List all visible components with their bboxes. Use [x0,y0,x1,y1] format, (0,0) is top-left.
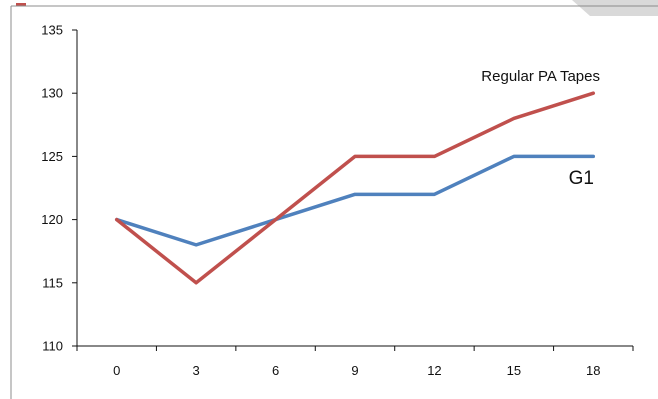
y-tick-label: 115 [42,275,63,290]
series-lines [114,91,596,285]
x-tick-label: 15 [507,363,521,378]
y-tick-label: 110 [42,339,63,354]
corner-accent [16,3,26,6]
x-tick-label: 3 [193,363,200,378]
series-label-g1: G1 [569,168,594,189]
y-tick-label: 120 [41,212,63,227]
y-axis-ticks: 110 115 120 125 130 135 [41,23,77,354]
x-tick-label: 12 [427,363,441,378]
y-tick-label: 125 [41,149,63,164]
x-tick-label: 6 [272,363,279,378]
y-tick-label: 135 [41,23,63,38]
series-line-regular-pa-tapes [114,91,596,285]
series-line-g1 [114,154,596,247]
x-axis-ticks: 0 3 6 9 12 15 18 [76,346,634,378]
x-tick-label: 9 [351,363,358,378]
corner-shade [572,0,658,16]
y-tick-label: 130 [41,86,63,101]
x-tick-label: 0 [113,363,120,378]
x-tick-label: 18 [586,363,600,378]
series-label-regular-pa-tapes: Regular PA Tapes [481,68,600,85]
